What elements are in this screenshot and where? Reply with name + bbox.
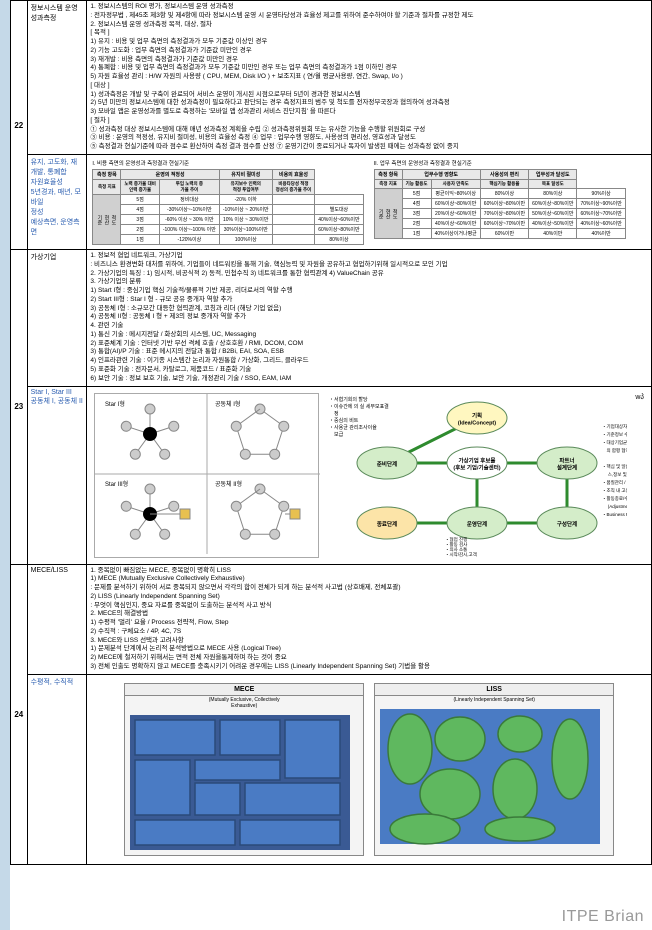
row22-num: 22 [11, 1, 28, 250]
svg-text:(Idea/Concept): (Idea/Concept) [458, 420, 496, 426]
svg-text:기획: 기획 [472, 411, 482, 419]
svg-text:・이슈간에 의 실 세부모표결: ・이슈간에 의 실 세부모표결 [329, 403, 389, 410]
liss-panel: LISS (Linearly Independent Spanning Set) [374, 683, 614, 856]
svg-text:・기준정보 수집: ・기준정보 수집 [602, 431, 627, 438]
star-diagram: Star I형 공동체 I형 Star III형 공동체 II형 [94, 393, 319, 558]
work-table: II. 업무 측면의 운영성과 측정결과 현실기준 측정 항목업무수행 영향도사… [374, 159, 626, 245]
svg-text:Star III형: Star III형 [105, 480, 128, 488]
svg-text:(Adjustment): (Adjustment) [602, 504, 627, 509]
svg-text:가상기업 후보물: 가상기업 후보물 [459, 456, 496, 464]
svg-text:・중심의 비트: ・중심의 비트 [329, 417, 359, 424]
row22-content: 1. 정보시스템의 ROI 평가, 정보시스템 운영 성과측정 : 전자정부법 … [87, 1, 652, 155]
svg-text:파트너: 파트너 [560, 456, 575, 464]
cost-table: I. 비용 측면의 운영성과 측정결과 현실기준 측정 항목운영의 적정성유지비… [92, 159, 363, 245]
svg-text:운영단계: 운영단계 [467, 520, 487, 528]
svg-text:・Business Rule 생신: ・Business Rule 생신 [602, 511, 627, 517]
svg-text:・조직 내 고유/공유 시작: ・조직 내 고유/공유 시작 [602, 487, 627, 494]
side-accent [0, 0, 10, 930]
row23-content: 1. 정보적 협업 네트워크, 가상기업 : 비즈니스 환경변화 대처를 위하여… [87, 250, 652, 386]
svg-text:공동체 I형: 공동체 I형 [215, 400, 240, 408]
svg-text:・대상기업균에서: ・대상기업균에서 [602, 439, 627, 446]
svg-text:(후보 기업/기술센터): (후보 기업/기술센터) [454, 463, 501, 471]
row23-num: 23 [11, 250, 28, 564]
lifecycle-diagram: ・서협기회의 할당・이슈간에 의 실 세부모표결 정・중심의 비트・사용균 관리… [327, 393, 627, 558]
row22-keywords: 유지, 고도화, 재개발, 통폐합 자원효율성 5년경과, 매년, 모바일 정성… [27, 155, 87, 250]
svg-text:구성단계: 구성단계 [557, 520, 577, 528]
main-table-wrap: 22 정보시스템 운영 성과측정 1. 정보시스템의 ROI 평가, 정보시스템… [10, 0, 652, 865]
row24-diagrams: MECE (Mutually Exclusive, Collectively E… [87, 674, 652, 864]
row23-diagrams: Star I형공동체 I형Star III형공동체 II형 ・서협기회의 할당・… [87, 386, 652, 564]
svg-text:・서협기회의 할당: ・서협기회의 할당 [329, 396, 368, 403]
row23-label: 가상기업 [27, 250, 87, 386]
row22-tables: I. 비용 측면의 운영성과 측정결과 현실기준 측정 항목운영의 적정성유지비… [87, 155, 652, 250]
watermark: ITPE Brian [562, 908, 644, 926]
svg-text:・핵심 및 일반 기업 간 프로세: ・핵심 및 일반 기업 간 프로세 [602, 463, 627, 470]
row24-content: 1. 중복없이 빠짐없는 MECE, 중복없이 명확히 LISS 1) MECE… [87, 564, 652, 674]
row22-label: 정보시스템 운영 성과측정 [27, 1, 87, 155]
svg-text:・사용균 관리조사이율: ・사용균 관리조사이율 [329, 424, 377, 431]
row24-label: MECE/LISS [27, 564, 87, 674]
svg-text:의 합평 협약: 의 합평 협약 [602, 447, 627, 454]
svg-text:공동체 II형: 공동체 II형 [215, 480, 242, 488]
row24-keywords: 수평적, 수직적 [27, 674, 87, 864]
svg-text:준비단계: 준비단계 [377, 460, 397, 468]
svg-text:・활동종료/수익배분/재조: ・활동종료/수익배분/재조 [602, 495, 627, 502]
row23-keywords: Star I, Star III 공동체 I, 공동체 II [27, 386, 87, 564]
svg-text:종료단계: 종료단계 [377, 520, 397, 528]
row24-num: 24 [11, 564, 28, 864]
svg-text:설계단계: 설계단계 [557, 463, 577, 471]
outer-table: 22 정보시스템 운영 성과측정 1. 정보시스템의 ROI 평가, 정보시스템… [10, 0, 652, 865]
mece-panel: MECE (Mutually Exclusive, Collectively E… [124, 683, 364, 856]
svg-text:・품질관리 / 시작: ・품질관리 / 시작 [602, 479, 627, 486]
svg-text:정: 정 [329, 410, 339, 417]
svg-text:・기업대상자율 설정: ・기업대상자율 설정 [602, 423, 627, 430]
svg-text:보급: 보급 [329, 432, 344, 438]
svg-text:Star I형: Star I형 [105, 400, 125, 408]
svg-text:・시작/감시,고객: ・시작/감시,고객 [445, 551, 477, 558]
svg-text:스,정보 및 업무 접의: 스,정보 및 업무 접의 [602, 471, 627, 478]
